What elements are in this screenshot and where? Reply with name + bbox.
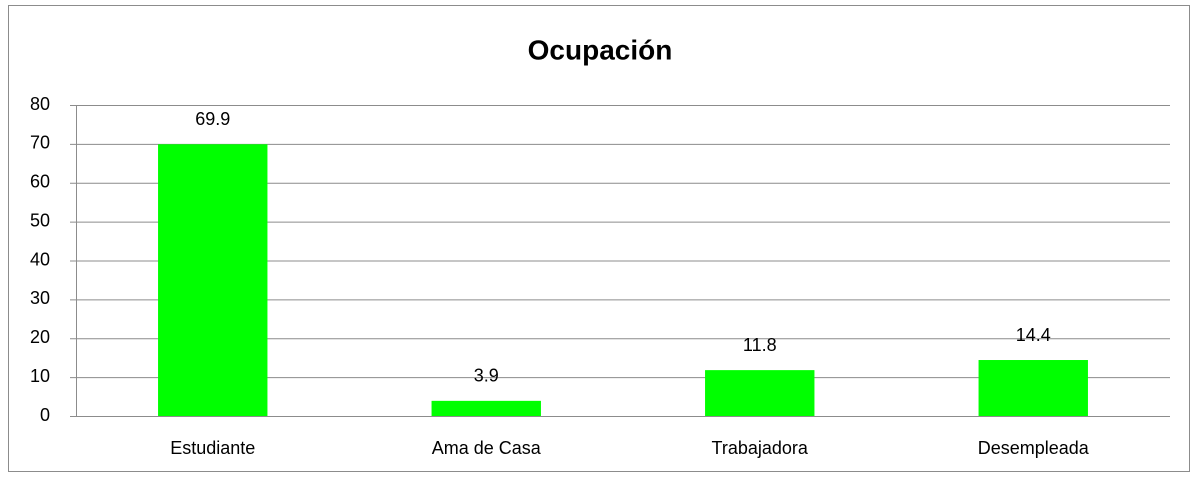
- y-tick-label: 80: [30, 94, 50, 114]
- y-tick-label: 30: [30, 288, 50, 308]
- bar: [978, 360, 1088, 416]
- bar: [431, 400, 541, 416]
- x-tick-label: Ama de Casa: [432, 438, 542, 458]
- y-tick-label: 40: [30, 249, 50, 269]
- y-tick-label: 60: [30, 172, 50, 192]
- value-label: 11.8: [743, 335, 777, 355]
- y-tick-label: 0: [40, 405, 50, 425]
- x-tick-label: Estudiante: [170, 438, 255, 458]
- y-tick-label: 50: [30, 210, 50, 230]
- value-label: 14.4: [1016, 325, 1051, 345]
- y-tick-label: 20: [30, 327, 50, 347]
- value-label: 3.9: [474, 366, 499, 386]
- x-tick-label: Trabajadora: [712, 438, 809, 458]
- y-tick-label: 70: [30, 133, 50, 153]
- bar: [705, 370, 815, 416]
- y-tick-label: 10: [30, 366, 50, 386]
- value-label: 69.9: [195, 109, 230, 129]
- bar: [158, 144, 268, 417]
- chart-title: Ocupación: [528, 34, 673, 65]
- x-tick-label: Desempleada: [978, 438, 1090, 458]
